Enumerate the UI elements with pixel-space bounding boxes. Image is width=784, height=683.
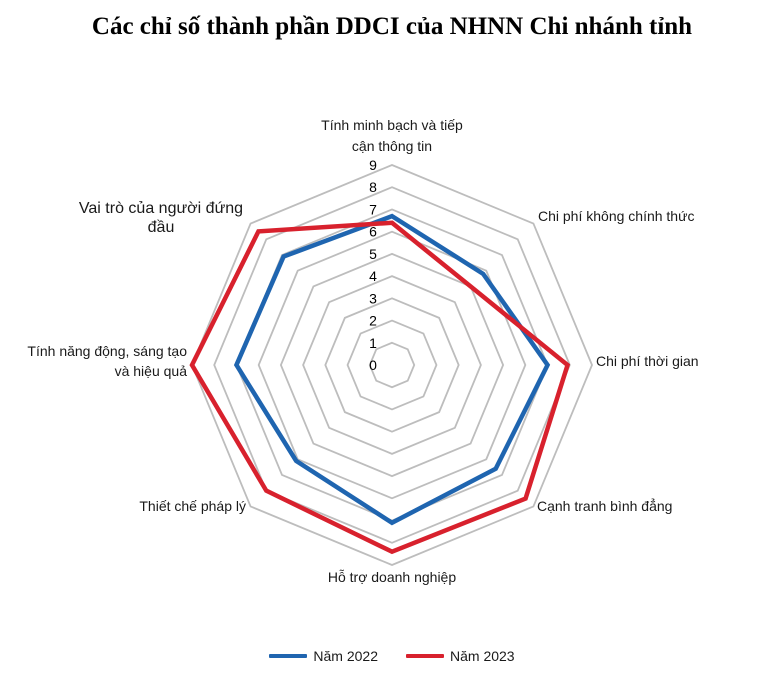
legend-swatch-2023: [406, 654, 444, 658]
series-point-0-7: [283, 256, 285, 258]
tick-label-0: 0: [369, 357, 377, 373]
legend-label-2022: Năm 2022: [313, 648, 378, 664]
axis-label-1: Tính minh bạch và tiếp cận thông tin: [321, 117, 463, 154]
radial-tick-labels: 0 1 2 3 4 5 6 7 8 9: [369, 157, 377, 373]
grid-ring-2: [346, 319, 438, 411]
series-point-1-0: [391, 222, 393, 224]
series-point-1-2: [567, 364, 569, 366]
axis-label-8: Vai trò của người đứng đầu: [79, 200, 243, 236]
series-point-1-7: [257, 230, 259, 232]
series-point-0-5: [295, 460, 297, 462]
axis-label-2: Chi phí không chính thức: [538, 208, 694, 224]
series-point-1-4: [391, 551, 393, 553]
legend-label-2023: Năm 2023: [450, 648, 515, 664]
legend-item-2022: Năm 2022: [269, 648, 378, 664]
tick-label-1: 1: [369, 335, 377, 351]
tick-label-8: 8: [369, 179, 377, 195]
tick-label-3: 3: [369, 290, 377, 306]
series-point-1-1: [470, 285, 472, 287]
tick-label-6: 6: [369, 224, 377, 240]
series-point-0-0: [391, 215, 393, 217]
grid-ring-4: [302, 275, 482, 455]
grid-ring-9: [191, 164, 593, 566]
axis-labels: Tính minh bạch và tiếp cận thông tin Chi p…: [27, 117, 698, 585]
legend-swatch-2022: [269, 654, 308, 658]
tick-label-4: 4: [369, 268, 377, 284]
axis-label-6: Thiết chế pháp lý: [139, 498, 246, 514]
series-point-1-6: [191, 364, 193, 366]
series-point-0-4: [391, 522, 393, 524]
axis-label-4: Cạnh tranh bình đẳng: [537, 497, 672, 514]
radar-series: [189, 213, 571, 555]
series-point-0-3: [495, 468, 497, 470]
chart-legend: Năm 2022 Năm 2023: [0, 648, 784, 664]
axis-label-5: Hỗ trợ doanh nghiệp: [328, 569, 456, 585]
series-point-0-1: [482, 273, 484, 275]
grid-ring-3: [324, 297, 460, 433]
axis-label-3: Chi phí thời gian: [596, 353, 699, 369]
axis-label-7: Tính năng động, sáng tạo và hiệu quả: [27, 343, 187, 379]
chart-title: Các chỉ số thành phần DDCI của NHNN Chi …: [91, 13, 693, 40]
grid-ring-1: [368, 341, 416, 389]
grid-ring-6: [257, 230, 527, 500]
tick-label-9: 9: [369, 157, 377, 173]
series-point-0-2: [547, 364, 549, 366]
grid-ring-8: [213, 186, 571, 544]
tick-label-5: 5: [369, 246, 377, 262]
tick-label-2: 2: [369, 313, 377, 329]
legend-item-2023: Năm 2023: [406, 648, 515, 664]
series-point-1-5: [265, 490, 267, 492]
series-point-1-3: [525, 498, 527, 500]
series-point-0-6: [235, 364, 237, 366]
tick-label-7: 7: [369, 201, 377, 217]
grid-ring-5: [279, 252, 505, 478]
